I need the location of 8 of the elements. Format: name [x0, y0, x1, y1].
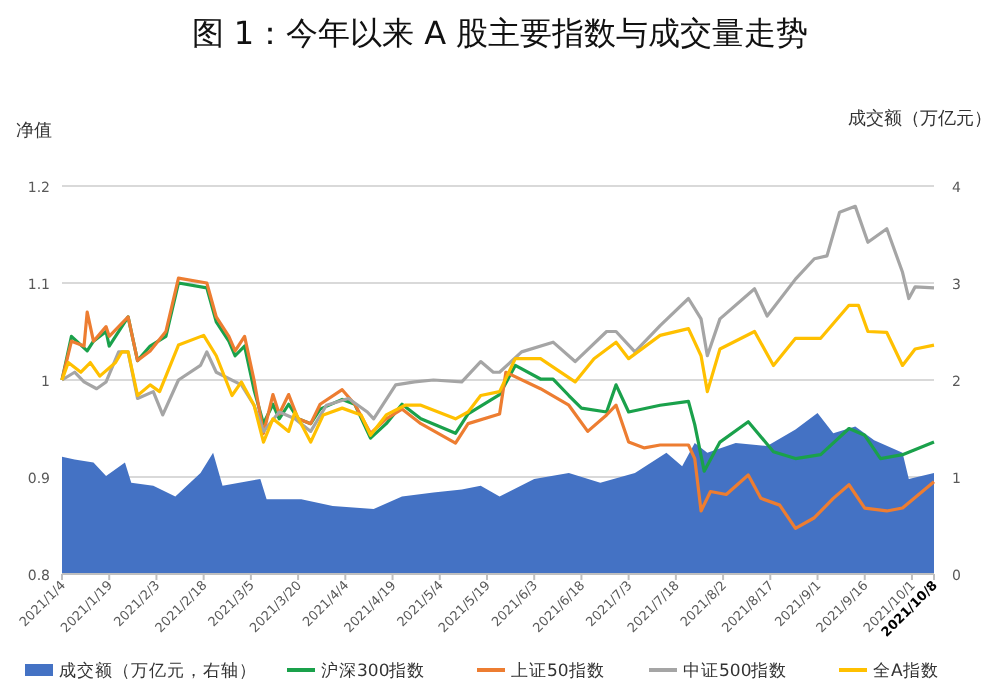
legend-label: 上证50指数 [511, 660, 605, 682]
y2-axis-title: 成交额（万亿元） [848, 108, 992, 130]
legend-label: 成交额（万亿元，右轴） [59, 660, 257, 682]
y-axis-title: 净值 [16, 120, 52, 142]
legend-label: 中证500指数 [683, 660, 788, 682]
legend-label: 全A指数 [873, 660, 939, 682]
title: 图 1：今年以来 A 股主要指数与成交量走势 [191, 14, 809, 52]
legend-label: 沪深300指数 [321, 660, 426, 682]
